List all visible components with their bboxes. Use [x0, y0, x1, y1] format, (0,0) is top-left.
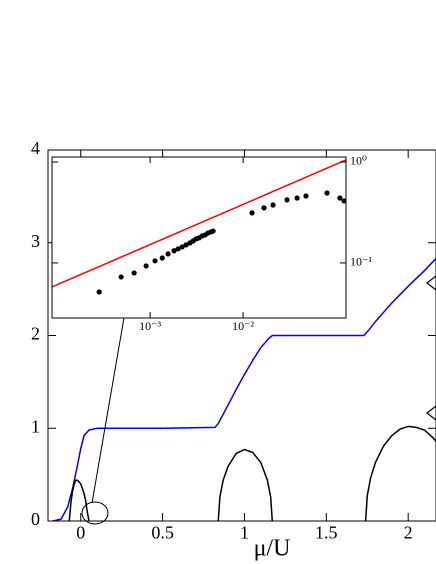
series-group [52, 258, 436, 521]
x-axis-label: μ/U [254, 536, 291, 562]
data-point [131, 270, 137, 276]
series-line [52, 258, 436, 521]
data-point [96, 289, 102, 295]
data-point [179, 244, 185, 250]
data-point [261, 205, 267, 211]
data-point [171, 248, 177, 254]
plot-0: 0 0.5 1 1.5 2 0 1 2 3 4 μ/U [31, 138, 436, 562]
edge-marker [426, 275, 436, 291]
data-point [270, 202, 276, 208]
y-tick-label: 10⁻¹ [350, 255, 372, 269]
data-point [152, 258, 158, 264]
data-point [294, 195, 300, 201]
data-point [303, 193, 309, 199]
y-tick-label: 2 [31, 324, 40, 344]
x-tick-label: 0 [76, 523, 85, 543]
highlight-ellipse [81, 501, 109, 525]
series-line [68, 479, 90, 521]
series-line [217, 448, 274, 521]
data-point [143, 263, 149, 269]
data-point [337, 195, 343, 201]
edge-marker [426, 405, 436, 421]
data-point [341, 198, 346, 204]
data-point [183, 242, 189, 248]
y-tick-label: 3 [31, 231, 40, 251]
x-tick-label: 10⁻² [232, 319, 254, 333]
data-point [284, 197, 290, 203]
data-point [165, 251, 171, 257]
plot-frame [51, 156, 347, 319]
x-tick-label: 10⁻³ [139, 319, 161, 333]
data-point [210, 228, 216, 234]
data-point [249, 210, 255, 216]
series-group [52, 159, 346, 295]
data-point [118, 274, 124, 280]
data-point [324, 190, 330, 196]
series-line [52, 159, 346, 288]
x-tick-label: 1.5 [315, 523, 338, 543]
data-point [159, 255, 165, 261]
y-tick-label: 0 [31, 509, 40, 529]
x-tick-label: 0.5 [151, 523, 174, 543]
data-point [175, 246, 181, 252]
arrow-line [91, 311, 126, 504]
y-tick-label: 1 [31, 416, 40, 436]
plot-1: 10⁻³ 10⁻² 10⁻¹ 10⁰ [51, 154, 372, 333]
y-tick-label: 4 [31, 138, 40, 158]
x-tick-label: 2 [404, 523, 413, 543]
x-tick-label: 1 [240, 523, 249, 543]
y-tick-label: 10⁰ [350, 154, 367, 168]
series-line [364, 425, 436, 521]
